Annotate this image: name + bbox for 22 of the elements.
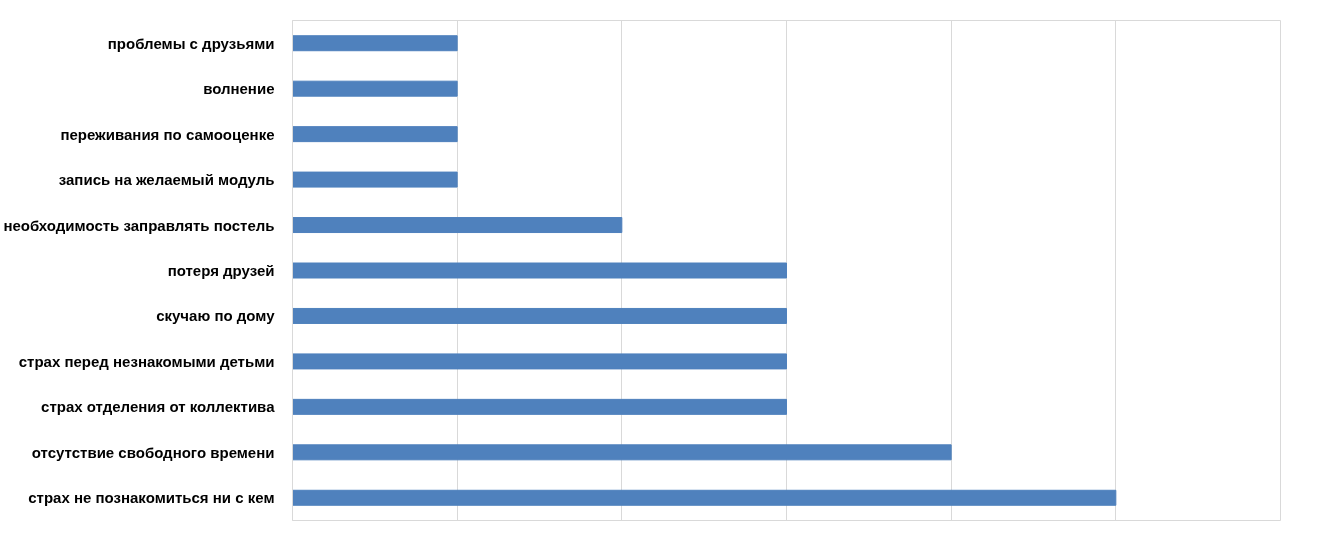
- bar: [292, 353, 787, 370]
- bar: [292, 217, 623, 234]
- y-tick-label: скучаю по дому: [156, 307, 276, 325]
- y-tick-label: переживания по самооценке: [60, 125, 275, 143]
- bar: [292, 80, 458, 97]
- bar: [292, 307, 787, 324]
- y-tick-label: потеря друзей: [167, 262, 275, 279]
- bar: [292, 398, 787, 415]
- bar: [292, 126, 458, 143]
- bar: [292, 171, 458, 188]
- bar: [292, 35, 458, 52]
- y-tick-label: страх отделения от коллектива: [41, 398, 276, 416]
- y-tick-label: проблемы с друзьями: [107, 34, 275, 52]
- y-tick-label: страх не познакомиться ни с кем: [28, 489, 275, 507]
- y-tick-label: запись на желаемый модуль: [58, 171, 275, 189]
- y-tick-label: отсутствие свободного времени: [31, 443, 275, 461]
- y-tick-label: страх перед незнакомыми детьми: [18, 352, 275, 370]
- y-tick-label: волнение: [203, 80, 275, 98]
- bar: [292, 444, 952, 461]
- y-tick-label: необходимость заправлять постель: [3, 216, 275, 234]
- bar: [292, 262, 787, 279]
- bar: [292, 489, 1117, 506]
